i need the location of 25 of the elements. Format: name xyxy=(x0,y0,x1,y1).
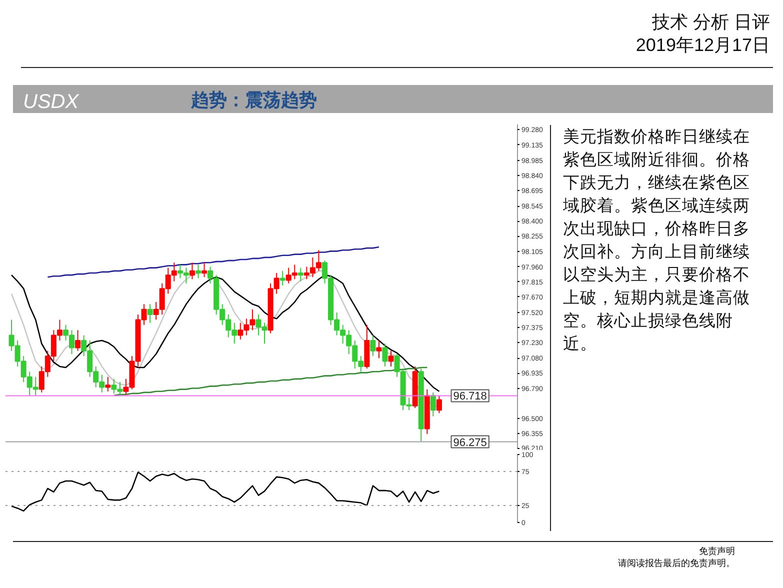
text: 请阅读报告最后的免责声明。 xyxy=(618,559,735,569)
line-series xyxy=(47,246,380,278)
candlestick xyxy=(298,267,304,282)
line-series xyxy=(10,472,440,512)
candlestick xyxy=(75,330,81,352)
candlestick xyxy=(105,376,111,392)
chart-title: USDX xyxy=(23,90,79,115)
candlestick xyxy=(382,343,388,367)
ref-line-label: 96.718 xyxy=(453,390,487,403)
candlestick xyxy=(388,350,394,367)
ref-line-label: 96.275 xyxy=(453,436,487,449)
chart-subtitle: 趋势：震荡趋势 xyxy=(191,89,317,112)
candlestick xyxy=(436,395,442,414)
text: 技术 分析 日评 xyxy=(652,12,770,32)
candlestick xyxy=(370,334,376,357)
text: 2019年12月17日 xyxy=(636,35,770,55)
candlestick xyxy=(376,340,382,359)
candlestick xyxy=(189,262,195,280)
candlestick xyxy=(202,262,208,278)
candlestick xyxy=(280,270,286,286)
candlestick xyxy=(430,392,436,417)
text: 美元指数价格昨日继续在紫色区域附近徘徊。价格下跌无力，继续在紫色区域胶着。紫色区域连续两次出现缺口，价格昨日多次回补。方向上目前继续以空头为主，只要价格不上破，短期内就是逢高做空。核心止损绿色线附近。 xyxy=(563,127,750,353)
candlestick xyxy=(195,264,202,279)
candlestick xyxy=(147,304,153,324)
text: 免责声明 xyxy=(699,547,735,557)
